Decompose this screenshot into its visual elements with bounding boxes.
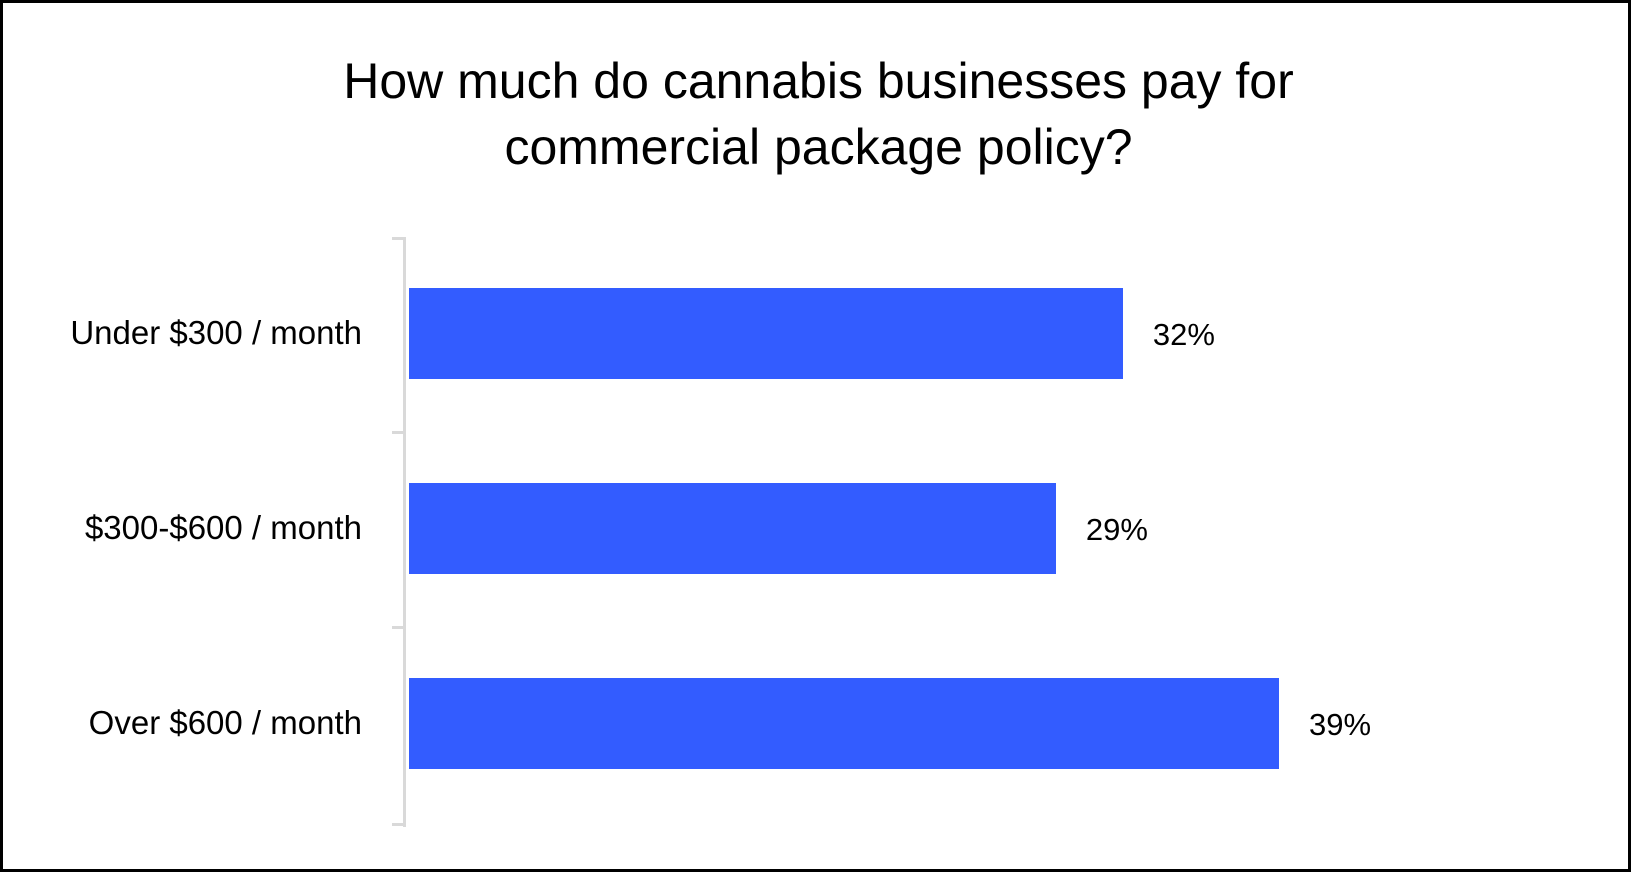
category-label: Under $300 / month — [70, 314, 362, 351]
value-label: 29% — [1085, 512, 1148, 547]
category-axis-line — [403, 237, 406, 827]
chart-title: How much do cannabis businesses pay for … — [3, 48, 1631, 180]
category-label: $300-$600 / month — [84, 509, 362, 546]
chart-title-line-1: How much do cannabis businesses pay for — [343, 53, 1294, 109]
value-label: 32% — [1152, 317, 1215, 352]
chart-title-line-2: commercial package policy? — [504, 119, 1133, 175]
bar — [409, 287, 1123, 379]
category-label: Over $600 / month — [88, 704, 362, 741]
axis-tick — [392, 431, 404, 434]
axis-tick — [392, 237, 404, 240]
value-label: 39% — [1309, 707, 1372, 742]
bar — [409, 677, 1279, 769]
axis-tick — [392, 626, 404, 629]
axis-tick — [392, 823, 404, 826]
bar — [409, 482, 1056, 574]
